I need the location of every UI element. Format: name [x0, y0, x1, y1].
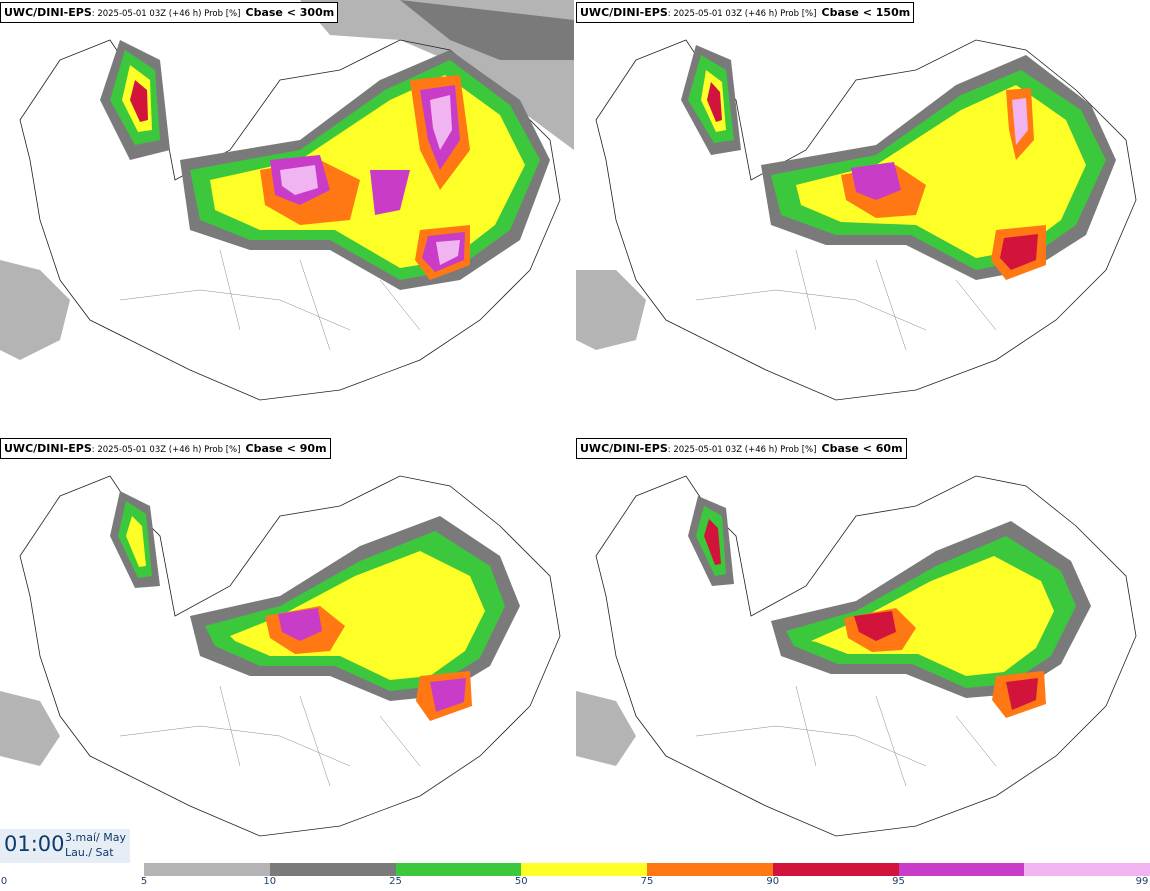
legend-swatch [772, 863, 899, 876]
panel-title: UWC/DINI-EPS: 2025-05-01 03Z (+46 h) Pro… [0, 438, 331, 459]
panel-title: UWC/DINI-EPS: 2025-05-01 03Z (+46 h) Pro… [576, 438, 907, 459]
legend-swatch [144, 863, 270, 876]
map-panel-cbase-300: UWC/DINI-EPS: 2025-05-01 03Z (+46 h) Pro… [0, 0, 574, 420]
probability-legend [144, 863, 1150, 876]
valid-date-line1: 3.maí/ May [65, 831, 126, 844]
legend-swatch [647, 863, 773, 876]
legend-tick-label: 99 [1135, 876, 1149, 887]
legend-tick-label: 5 [140, 876, 148, 887]
legend-swatch [898, 863, 1025, 876]
legend-swatch [395, 863, 522, 876]
iceland-map [576, 39, 1137, 401]
legend-tick-label: 50 [514, 876, 528, 887]
legend-tick-label: 25 [389, 876, 402, 887]
legend-swatch [269, 863, 396, 876]
legend-tick-label: 90 [766, 876, 780, 887]
valid-time: 01:00 [4, 832, 65, 856]
map-panel-cbase-60: UWC/DINI-EPS: 2025-05-01 03Z (+46 h) Pro… [576, 436, 1150, 856]
legend-tick-label: 10 [263, 876, 277, 887]
panel-title: UWC/DINI-EPS: 2025-05-01 03Z (+46 h) Pro… [0, 2, 339, 23]
legend-swatch [521, 863, 647, 876]
legend-tick-label: 0 [0, 876, 8, 887]
legend-swatch [1024, 863, 1150, 876]
valid-time-box: 01:00 3.maí/ May Lau./ Sat [0, 829, 130, 863]
map-panel-cbase-150: UWC/DINI-EPS: 2025-05-01 03Z (+46 h) Pro… [576, 0, 1150, 420]
legend-tick-label: 75 [640, 876, 654, 887]
iceland-map [0, 475, 561, 837]
map-panel-cbase-90: UWC/DINI-EPS: 2025-05-01 03Z (+46 h) Pro… [0, 436, 574, 856]
legend-tick-label: 95 [892, 876, 905, 887]
iceland-map [0, 0, 574, 401]
iceland-map [576, 475, 1137, 837]
valid-date-line2: Lau./ Sat [65, 846, 114, 859]
panel-title: UWC/DINI-EPS: 2025-05-01 03Z (+46 h) Pro… [576, 2, 915, 23]
